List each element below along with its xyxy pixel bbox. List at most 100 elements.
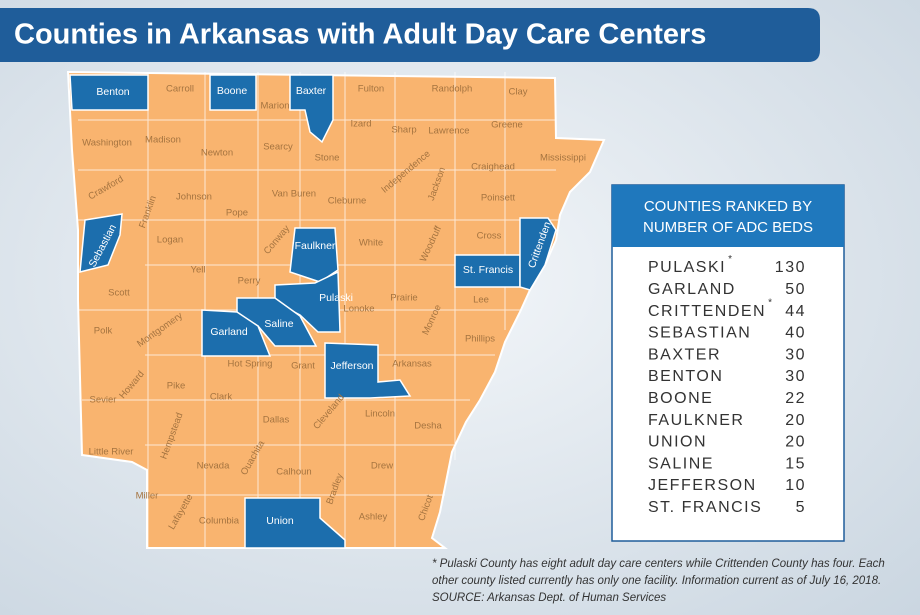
county-label: Sevier: [90, 395, 117, 406]
panel-title: NUMBER OF ADC BEDS: [643, 219, 813, 236]
county-label: Johnson: [176, 192, 212, 203]
county-name: BENTON: [648, 368, 723, 385]
county-name: ST. FRANCIS: [648, 499, 762, 516]
county-name: CRITTENDEN: [648, 303, 766, 320]
county-label: Sharp: [391, 125, 416, 136]
title: Counties in Arkansas with Adult Day Care…: [14, 19, 706, 51]
county-label: Van Buren: [272, 189, 316, 200]
title-banner: [0, 8, 820, 62]
county-label: Drew: [371, 461, 393, 472]
county-label: Izard: [350, 119, 371, 130]
county-label: Clark: [210, 392, 232, 403]
bed-count: 130: [775, 259, 806, 276]
bed-count: 44: [785, 303, 806, 320]
county-label: Grant: [291, 361, 315, 372]
county-label: Pope: [226, 208, 248, 219]
faulkner-shape: [289, 227, 339, 283]
county-label: Carroll: [166, 84, 194, 95]
garland-shape: [201, 309, 272, 357]
county-name: UNION: [648, 434, 707, 451]
county-label: Pulaski: [319, 292, 353, 304]
county-label: Saline: [264, 318, 293, 330]
county-label: Perry: [238, 276, 261, 287]
ranking-panel: COUNTIES RANKED BY NUMBER OF ADC BEDS: [611, 184, 845, 542]
county-label: Greene: [491, 120, 523, 131]
county-label: Baxter: [296, 85, 327, 97]
county-label: Faulkner: [295, 240, 336, 252]
county-name: GARLAND: [648, 281, 736, 298]
map: Carroll Marion Fulton Randolph Clay Izard Shar…: [66, 70, 606, 549]
county-label: Logan: [157, 235, 183, 246]
baxter-shape: [289, 74, 334, 144]
county-label: Pike: [167, 381, 185, 392]
county-label: Hot Spring: [228, 359, 273, 370]
county-label: Craighead: [471, 162, 515, 173]
bed-count: 20: [785, 434, 806, 451]
bed-count: 10: [785, 477, 806, 494]
bed-count: 15: [785, 455, 806, 472]
note-marker: *: [728, 254, 732, 265]
county-label: Randolph: [432, 84, 473, 95]
county-label: Lonoke: [343, 304, 374, 315]
county-label: Washington: [82, 138, 132, 149]
footnote-line: * Pulaski County has eight adult day car…: [432, 558, 885, 570]
county-label: Cleburne: [328, 196, 367, 207]
footnote-line: other county listed currently has only o…: [432, 575, 881, 587]
note-marker: *: [768, 298, 772, 309]
footnote: * Pulaski County has eight adult day car…: [432, 558, 885, 604]
county-label: White: [359, 238, 383, 249]
county-label: Dallas: [263, 415, 290, 426]
panel-header: [612, 185, 844, 247]
county-label: Lawrence: [428, 126, 469, 137]
county-label: Desha: [414, 421, 442, 432]
county-label: Newton: [201, 148, 233, 159]
county-label: Poinsett: [481, 193, 516, 204]
union-shape: [244, 497, 346, 549]
county-name: BAXTER: [648, 346, 721, 363]
county-label: Clay: [508, 87, 527, 98]
county-label: Miller: [136, 491, 159, 502]
jefferson-shape: [324, 342, 412, 399]
county-label: Little River: [89, 447, 134, 458]
boone-shape: [209, 74, 257, 111]
panel-title: COUNTIES RANKED BY: [644, 198, 812, 215]
county-name: SALINE: [648, 455, 714, 472]
county-label: Polk: [94, 326, 113, 337]
bed-count: 50: [785, 281, 806, 298]
county-label: Benton: [96, 86, 129, 98]
county-label: Ashley: [359, 512, 388, 523]
county-label: Marion: [260, 101, 289, 112]
county-label: Madison: [145, 135, 181, 146]
county-label: Prairie: [390, 293, 417, 304]
benton-shape: [69, 74, 149, 111]
sebastian-shape: [79, 213, 123, 273]
county-label: Lee: [473, 295, 489, 306]
county-label: Cross: [477, 231, 502, 242]
bed-count: 30: [785, 368, 806, 385]
county-label: Yell: [191, 265, 206, 276]
county-label: St. Francis: [463, 264, 513, 276]
county-name: JEFFERSON: [648, 477, 757, 494]
bed-count: 40: [785, 325, 806, 342]
county-label: Phillips: [465, 334, 495, 345]
county-label: Lincoln: [365, 409, 395, 420]
county-label: Fulton: [358, 84, 384, 95]
county-label: Calhoun: [276, 467, 311, 478]
county-label: Boone: [217, 85, 248, 97]
county-label: Scott: [108, 288, 130, 299]
county-label: Searcy: [263, 142, 293, 153]
county-name: SEBASTIAN: [648, 325, 751, 342]
county-name: BOONE: [648, 390, 713, 407]
county-name: FAULKNER: [648, 412, 744, 429]
county-label: Mississippi: [540, 153, 586, 164]
bed-count: 20: [785, 412, 806, 429]
county-label: Garland: [210, 326, 248, 338]
county-label: Jefferson: [331, 360, 374, 372]
county-label: Nevada: [197, 461, 230, 472]
bed-count: 5: [796, 499, 806, 516]
highlighted-shapes: [69, 74, 557, 549]
bed-count: 30: [785, 346, 806, 363]
county-label: Columbia: [199, 516, 240, 527]
bed-count: 22: [785, 390, 806, 407]
